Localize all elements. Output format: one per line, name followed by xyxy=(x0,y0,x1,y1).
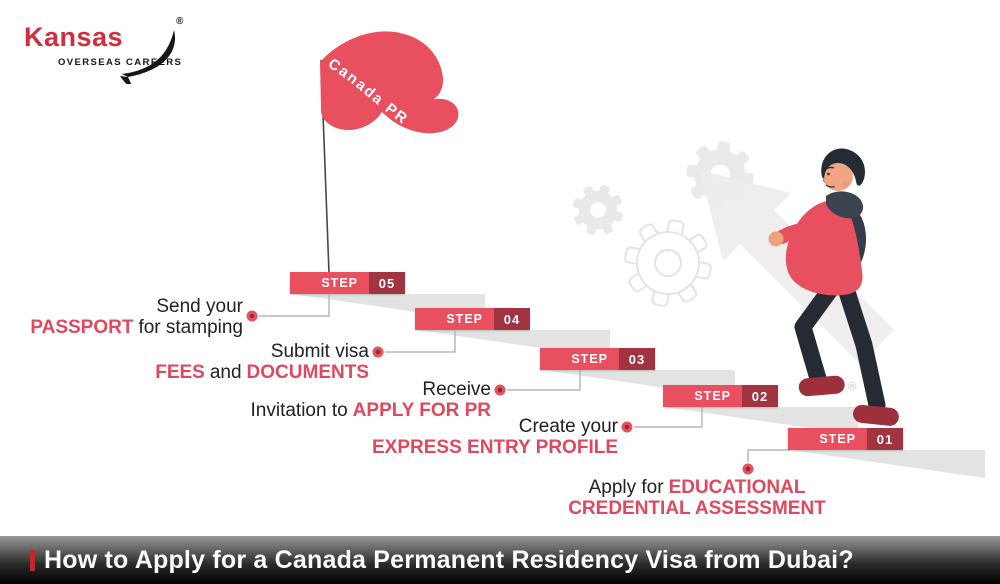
step-bar-03: STEP 03 xyxy=(540,348,655,370)
brand-swoosh-icon xyxy=(120,30,176,84)
step-label-01: Apply for EDUCATIONAL CREDENTIAL ASSESSME… xyxy=(517,477,877,519)
connector-dot xyxy=(246,310,258,322)
label-text: Submit visa xyxy=(270,341,369,362)
step-bar-02: STEP 02 xyxy=(663,385,778,407)
label-text: DOCUMENTS xyxy=(246,362,369,383)
flag-label: Canada PR xyxy=(325,55,412,128)
connector-line xyxy=(507,370,581,391)
connector-line xyxy=(747,449,790,462)
step-number: 02 xyxy=(742,385,778,407)
title-banner: How to Apply for a Canada Permanent Resi… xyxy=(0,536,1000,584)
gear-icon xyxy=(565,177,631,243)
step-bar-01: STEP 01 xyxy=(788,428,903,450)
connector-dot xyxy=(742,463,754,475)
step-bar-05: STEP 05 xyxy=(290,272,405,294)
label-text: EDUCATIONAL xyxy=(668,477,806,498)
step-word: STEP xyxy=(415,308,494,330)
label-text: FEES xyxy=(155,362,205,383)
page-title: How to Apply for a Canada Permanent Resi… xyxy=(44,545,854,574)
step-label-03: Receive Invitation to APPLY FOR PR xyxy=(231,379,492,421)
connector-line xyxy=(385,331,456,353)
step-word: STEP xyxy=(663,385,742,407)
label-text: Send your xyxy=(156,296,243,317)
step-number: 04 xyxy=(494,308,530,330)
step-number: 03 xyxy=(619,348,655,370)
label-text: Create your xyxy=(518,416,618,437)
label-text: Invitation to xyxy=(250,400,348,421)
step-tread xyxy=(790,450,985,478)
step-word: STEP xyxy=(788,428,867,450)
step-number: 01 xyxy=(867,428,903,450)
label-text: Receive xyxy=(422,379,491,400)
illustration-registered-mark: ® xyxy=(848,381,856,393)
label-text: Apply for xyxy=(588,477,664,498)
shoe xyxy=(853,404,899,426)
connector-dot xyxy=(372,346,384,358)
label-text: for stamping xyxy=(138,317,243,338)
step-number: 05 xyxy=(369,272,405,294)
label-text: PASSPORT xyxy=(30,317,134,338)
shoe xyxy=(798,375,845,397)
connector-line xyxy=(634,407,703,428)
label-text: CREDENTIAL ASSESSMENT xyxy=(568,498,826,519)
kansas-logo: Kansas ® OVERSEAS CAREERS xyxy=(24,14,214,84)
label-text: APPLY FOR PR xyxy=(352,400,491,421)
step-label-02: Create your EXPRESS ENTRY PROFILE xyxy=(368,416,618,458)
step-label-05: Send your PASSPORT for stamping xyxy=(0,296,243,338)
success-arrow-icon xyxy=(700,170,894,364)
connector-line xyxy=(259,295,330,317)
brand-subtitle: OVERSEAS CAREERS xyxy=(58,57,183,68)
step-label-04: Submit visa FEES and DOCUMENTS xyxy=(119,341,369,383)
flag-pole xyxy=(320,59,330,274)
brand-name: Kansas xyxy=(24,22,124,52)
step-word: STEP xyxy=(540,348,619,370)
connector-dot xyxy=(494,384,506,396)
step-word: STEP xyxy=(290,272,369,294)
connector-dot xyxy=(621,421,633,433)
label-text: EXPRESS ENTRY PROFILE xyxy=(372,437,618,458)
canada-pr-flag xyxy=(320,31,459,134)
title-accent-bar xyxy=(30,549,35,571)
gear-outline-icon xyxy=(615,210,721,316)
label-text: and xyxy=(209,362,242,383)
step-bar-04: STEP 04 xyxy=(415,308,530,330)
gear-icon xyxy=(682,137,758,213)
registered-mark: ® xyxy=(176,16,184,27)
